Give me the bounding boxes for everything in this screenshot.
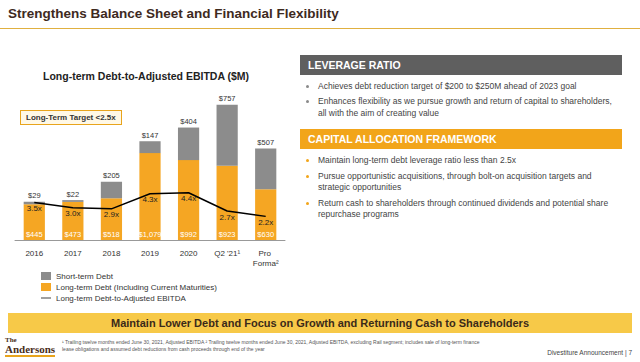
svg-text:$992: $992: [180, 230, 197, 239]
svg-text:2.2x: 2.2x: [258, 218, 273, 227]
html-text:Strengthens Balance Sheet and: Strengthens Balance Sheet and Financial …: [8, 6, 339, 21]
svg-text:Q2 '21¹: Q2 '21¹: [214, 249, 240, 258]
svg-text:$404: $404: [180, 117, 197, 126]
svg-text:2016: 2016: [25, 249, 43, 258]
svg-text:4.3x: 4.3x: [142, 195, 157, 204]
svg-text:3.0x: 3.0x: [65, 209, 80, 218]
html-text:Achieves debt reduction target: Achieves debt reduction target of $200 t…: [318, 81, 577, 91]
svg-text:$518: $518: [103, 230, 120, 239]
svg-text:$445: $445: [26, 230, 43, 239]
html-text:The: The: [5, 336, 17, 344]
svg-text:Pro: Pro: [258, 249, 273, 258]
svg-text:2017: 2017: [64, 249, 82, 258]
svg-text:$205: $205: [103, 171, 120, 180]
svg-text:$630: $630: [257, 230, 274, 239]
html-text:Enhances flexibility as we pur: Enhances flexibility as we pursue growth…: [318, 96, 612, 118]
svg-text:Short-term Debt: Short-term Debt: [56, 272, 114, 281]
svg-text:$923: $923: [219, 230, 236, 239]
svg-text:4.4x: 4.4x: [181, 194, 196, 203]
svg-text:$22: $22: [67, 190, 80, 199]
svg-text:$147: $147: [142, 131, 159, 140]
html-text:Pursue opportunistic acquisiti: Pursue opportunistic acquisitions, throu…: [318, 170, 592, 193]
html-text:LEVERAGE RATIO: LEVERAGE RATIO: [308, 59, 401, 71]
svg-text:2018: 2018: [103, 249, 121, 258]
html-text:Maintain long-term debt levera: Maintain long-term debt leverage ratio l…: [318, 155, 516, 166]
svg-text:Long-term Debt (Including Curr: Long-term Debt (Including Current Maturi…: [56, 283, 217, 292]
svg-text:$1,079: $1,079: [139, 230, 162, 239]
svg-text:2019: 2019: [141, 249, 159, 258]
html-text:Divestiture Announcement | 7: Divestiture Announcement | 7: [547, 349, 632, 356]
html-text:Return cash to shareholders th: Return cash to shareholders through cont…: [318, 197, 609, 220]
svg-text:2020: 2020: [180, 249, 198, 258]
svg-text:$757: $757: [219, 94, 236, 103]
html-text:Andersons: Andersons: [5, 343, 56, 355]
svg-text:Long-term Debt-to-Adjusted EBI: Long-term Debt-to-Adjusted EBITDA ($M): [43, 70, 249, 82]
svg-text:Long-term Debt-to-Adjusted EBI: Long-term Debt-to-Adjusted EBITDA: [56, 294, 186, 303]
html-text:¹ Trailing twelve months ended: ¹ Trailing twelve months ended June 30, …: [62, 339, 480, 352]
svg-text:$473: $473: [65, 230, 82, 239]
html-text:Maintain Lower Debt and Focus: Maintain Lower Debt and Focus on Growth …: [111, 317, 529, 329]
svg-text:2.9x: 2.9x: [104, 210, 119, 219]
html-text:CAPITAL ALLOCATION FRAMEWORK: CAPITAL ALLOCATION FRAMEWORK: [308, 133, 497, 146]
html-text:Long-Term Target <2.5x: Long-Term Target <2.5x: [26, 113, 116, 122]
svg-text:$29: $29: [28, 191, 41, 200]
svg-text:$507: $507: [257, 138, 274, 147]
svg-text:3.5x: 3.5x: [27, 204, 42, 213]
svg-text:Forma²: Forma²: [253, 259, 279, 268]
svg-text:2.7x: 2.7x: [220, 213, 235, 222]
